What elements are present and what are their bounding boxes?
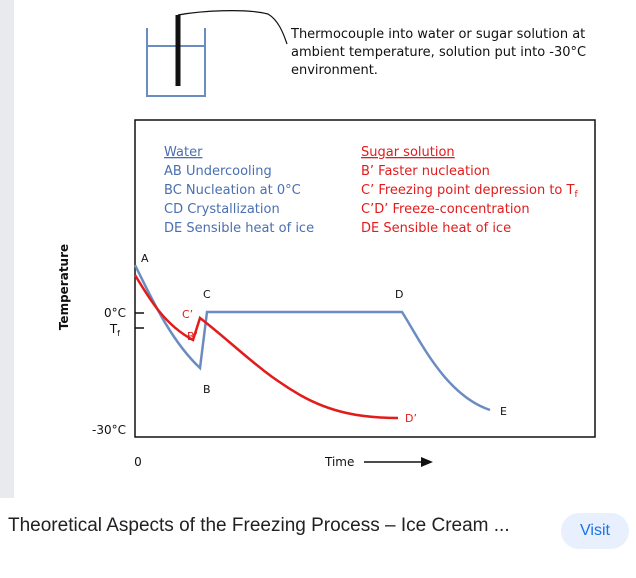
water-legend-ab: AB Undercooling (164, 164, 272, 179)
water-legend-cd: CD Crystallization (164, 202, 280, 217)
sugar-legend-bp: B’ Faster nucleation (361, 164, 490, 179)
point-label-b: B (203, 383, 211, 396)
water-legend-title: Water (164, 145, 203, 160)
water-legend: Water AB Undercooling BC Nucleation at 0… (164, 145, 314, 236)
water-legend-bc: BC Nucleation at 0°C (164, 183, 301, 198)
sugar-legend-cpdp: C’D’ Freeze-concentration (361, 202, 530, 217)
point-label-cp: C’ (182, 308, 193, 321)
sugar-cooling-curve (133, 274, 399, 420)
y-axis-label: Temperature (57, 244, 71, 330)
plot-frame (134, 119, 596, 438)
note-line-3: environment. (291, 63, 378, 78)
tick-0c: 0°C (104, 306, 126, 320)
point-label-c: C (203, 288, 211, 301)
result-image[interactable]: Thermocouple into water or sugar solutio… (0, 0, 636, 498)
point-label-d: D (395, 288, 403, 301)
tick-tf: Tf (109, 322, 120, 338)
note-line-2: ambient temperature, solution put into -… (291, 45, 586, 60)
result-title-link[interactable]: Theoretical Aspects of the Freezing Proc… (8, 515, 510, 536)
x-axis-label: Time (324, 455, 354, 469)
point-label-a: A (141, 252, 149, 265)
point-label-dp: D’ (405, 412, 417, 425)
water-cooling-curve (133, 264, 491, 412)
beaker-illustration (146, 10, 288, 97)
thermocouple-wire (177, 10, 288, 45)
note-line-1: Thermocouple into water or sugar solutio… (290, 27, 585, 42)
tick-minus30c: -30°C (92, 423, 126, 437)
point-label-e: E (500, 405, 507, 418)
image-left-edge (0, 0, 14, 498)
water-legend-de: DE Sensible heat of ice (164, 221, 314, 236)
sugar-legend: Sugar solution B’ Faster nucleation C’ F… (361, 145, 578, 236)
time-arrow (364, 457, 433, 467)
visit-button[interactable]: Visit (561, 513, 629, 549)
freezing-curve-figure: Thermocouple into water or sugar solutio… (14, 0, 636, 498)
result-caption: Theoretical Aspects of the Freezing Proc… (0, 498, 636, 578)
x-zero-label: 0 (134, 455, 142, 469)
sugar-legend-cp: C’ Freezing point depression to Tf (361, 183, 578, 200)
sugar-legend-title: Sugar solution (361, 145, 455, 160)
sugar-legend-de: DE Sensible heat of ice (361, 221, 511, 236)
point-label-bp: B’ (187, 330, 198, 343)
